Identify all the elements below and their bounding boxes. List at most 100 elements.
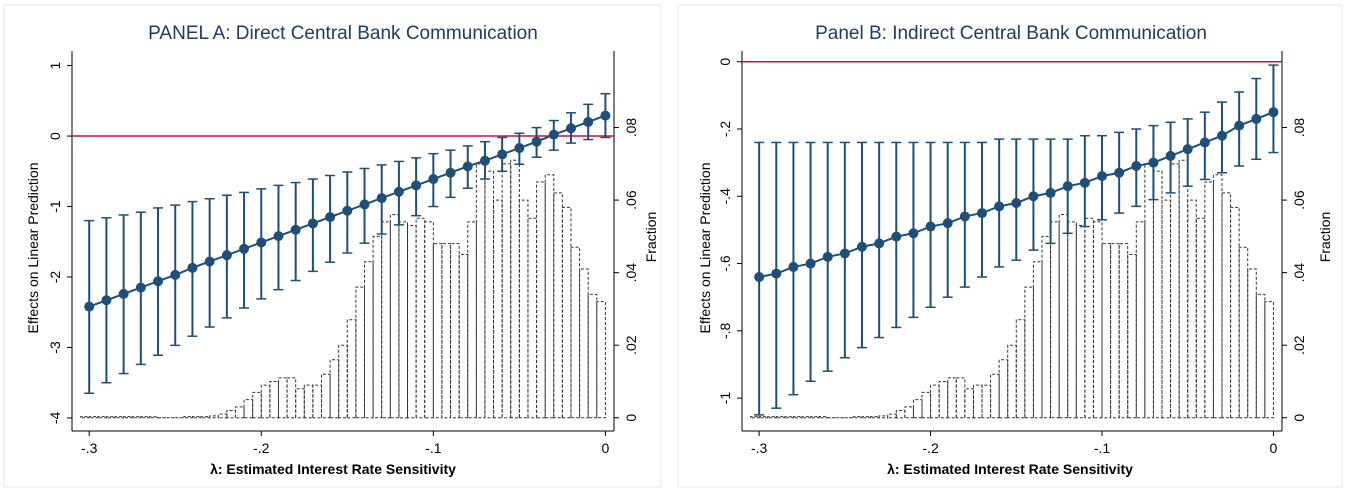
panel-a-hist-bar [226, 409, 236, 419]
panel-b-hist-bar [1152, 170, 1163, 419]
panel-b-hist-bar [1187, 199, 1197, 419]
panel-b-hist-bar [1212, 174, 1223, 419]
panel-a-ytick-label: -4 [47, 412, 63, 425]
panel-a-estimate-point [376, 193, 387, 204]
panel-a-y2tick-label: .02 [623, 335, 639, 355]
panel-a-estimate-point [462, 161, 473, 172]
panel-b-hist-bar [1170, 163, 1180, 419]
panel-a-histogram [80, 159, 606, 419]
panel-a-estimate-point [497, 149, 508, 160]
panel-b-estimate-point [977, 208, 987, 219]
panel-a-hist-bar [312, 384, 322, 419]
panel-b-hist-bar [1264, 301, 1274, 419]
panel-b-hist-bar [1127, 254, 1137, 419]
panel-b-hist-bar [758, 416, 769, 419]
panel-b-hist-bar [1144, 163, 1154, 419]
panel-a-hist-bar [561, 206, 572, 419]
panel-b-hist-bar [1015, 319, 1026, 419]
panel-a-hist-bar [432, 243, 443, 419]
panel-b-estimate-point [1011, 198, 1022, 208]
panel-b-estimate-point [908, 228, 919, 239]
panel-a-estimate-point [256, 237, 267, 248]
panel-b-hist-bar [784, 416, 794, 419]
panel-b-estimate-point [1148, 157, 1159, 168]
panel-b-estimate-point [925, 221, 936, 232]
panel-b-ytick-label: -.6 [717, 255, 733, 272]
panel-b-estimate-point [1028, 191, 1039, 202]
panel-b-estimate-point [1165, 150, 1176, 161]
panel-a-hist-bar [381, 221, 391, 419]
panel-b-xtick-label: -.2 [922, 440, 939, 456]
panel-b-y2tick-label: 0 [1291, 414, 1307, 422]
panel-a-hist-bar [217, 413, 228, 419]
panel-a-hist-bar [458, 254, 469, 419]
panel-a-hist-bar [320, 373, 331, 419]
panel-a-hist-bar [441, 243, 452, 419]
panel-b-hist-bar [1221, 192, 1232, 419]
panel-b-hist-bar [1058, 214, 1069, 419]
panel-a-ytick-label: -2 [47, 271, 63, 284]
panel-b-hist-bar [1092, 221, 1103, 419]
panel-a-hist-bar [355, 286, 366, 419]
panel-b-hist-bar [775, 416, 786, 419]
panel-a: PANEL A: Direct Central Bank Communicati… [3, 4, 662, 488]
panel-b-estimate-point [857, 241, 867, 252]
panel-a-hist-bar [493, 199, 503, 419]
panel-b-series [742, 60, 1282, 416]
panel-a-axes: 1 0 -1 -2 -3 -4 0 .02 .04 .06 .08 -.3 -.2 -.1 0 [47, 51, 639, 456]
panel-a-estimate-point [135, 282, 146, 293]
panel-b-estimate-point [942, 218, 953, 229]
panel-b-hist-bar [1238, 246, 1249, 419]
panel-a-hist-bar [501, 163, 512, 419]
panel-b-hist-bar [1101, 243, 1112, 419]
panel-b-hist-bar [955, 377, 966, 419]
panel-b: Panel B: Indirect Central Bank Communica… [677, 4, 1343, 488]
panel-b-estimate-point [1199, 137, 1210, 148]
panel-a-estimate-point [445, 167, 456, 178]
panel-b-hist-bar [1230, 206, 1240, 419]
panel-a-estimate-point [428, 174, 439, 185]
panel-a-hist-bar [269, 380, 279, 419]
panel-a-hist-bar [544, 174, 555, 419]
panel-a-ylabel2: Fraction [643, 212, 659, 263]
panel-a-estimate-point [153, 276, 164, 287]
panel-b-hist-bar [1118, 243, 1129, 419]
panel-a-y2tick-label: .06 [623, 190, 639, 210]
panel-b-ytick-label: -.2 [717, 121, 733, 138]
panel-b-hist-bar [1195, 217, 1206, 419]
panel-a-hist-bar [295, 388, 305, 419]
panel-a-hist-bar [407, 224, 417, 419]
panel-a-hist-bar [148, 416, 159, 419]
panel-b-estimate-point [1131, 161, 1142, 171]
panel-a-hist-bar [183, 416, 193, 419]
panel-b-hist-bar [852, 416, 863, 419]
panel-b-hist-bar [818, 416, 829, 419]
panel-a-estimate-point [101, 295, 112, 306]
panel-a-estimate-point [221, 250, 232, 261]
panel-b-hist-bar [1110, 243, 1120, 419]
panel-a-hist-bar [536, 181, 546, 419]
panel-b-y2tick-label: .06 [1291, 190, 1307, 210]
panel-a-hist-bar [303, 384, 314, 419]
panel-b-hist-bar [1075, 224, 1086, 419]
panel-b-hist-bar [1255, 293, 1266, 419]
panel-b-hist-bar [801, 416, 812, 419]
panel-b-hist-bar [1247, 268, 1257, 419]
panel-a-estimate-point [600, 110, 611, 121]
panel-b-ytick-label: 0 [717, 58, 733, 66]
panel-b-hist-bar [947, 377, 957, 419]
panel-b-title: Panel B: Indirect Central Bank Communica… [815, 23, 1207, 44]
panel-a-hist-bar [579, 268, 589, 419]
panel-a-hist-bar [88, 416, 99, 419]
panel-a-hist-bar [415, 217, 426, 419]
panel-b-hist-bar [921, 391, 932, 419]
panel-b-estimate-point [1268, 107, 1279, 118]
panel-a-ylabel: Effects on Linear Prediction [25, 163, 41, 334]
panel-a-y2tick-label: .08 [623, 118, 639, 138]
panel-b-hist-bar [1135, 221, 1146, 419]
panel-a-hist-bar [260, 384, 271, 419]
panel-b-hist-bar [1178, 159, 1189, 419]
panel-b-hist-bar [981, 384, 992, 419]
panel-b-ytick-label: -.8 [717, 322, 733, 339]
panel-a-hist-bar [329, 359, 340, 419]
